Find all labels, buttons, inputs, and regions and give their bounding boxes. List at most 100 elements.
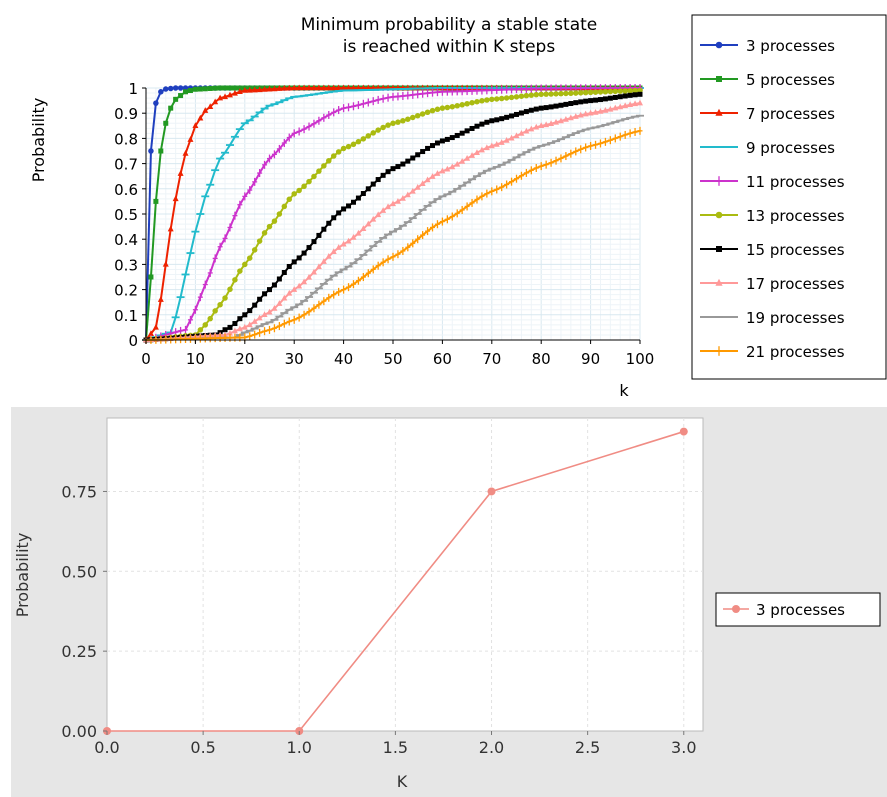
data-point (315, 263, 322, 270)
data-point (375, 177, 381, 183)
data-point (430, 143, 436, 149)
data-point (163, 86, 169, 92)
data-point (715, 211, 723, 219)
data-point (172, 85, 179, 91)
data-point (301, 183, 307, 190)
data-point (360, 225, 367, 232)
data-point (627, 92, 633, 98)
data-point (395, 164, 401, 170)
data-point (568, 90, 574, 97)
data-point (177, 170, 184, 176)
data-point (444, 104, 451, 111)
data-point (296, 255, 302, 261)
data-point (617, 103, 624, 110)
data-point (326, 158, 332, 164)
data-point (578, 99, 584, 105)
y-tick-label: 0.3 (114, 256, 138, 274)
data-point (602, 106, 609, 113)
data-point (261, 311, 268, 318)
data-point (296, 282, 303, 289)
data-point (563, 90, 569, 97)
data-point (597, 97, 603, 103)
data-point (399, 194, 406, 201)
data-point (330, 84, 337, 91)
data-point (558, 102, 564, 108)
data-point (321, 226, 327, 232)
data-point (147, 330, 154, 336)
data-point (325, 253, 332, 259)
data-point (380, 207, 387, 213)
data-point (514, 111, 519, 117)
data-point (281, 84, 288, 91)
data-point (355, 229, 362, 236)
data-point (715, 278, 723, 286)
data-point (173, 96, 179, 102)
data-point (592, 89, 599, 95)
data-point (202, 107, 209, 113)
x-tick-label: 60 (433, 350, 452, 368)
data-point (538, 122, 545, 129)
data-point (227, 286, 233, 293)
data-point (286, 196, 293, 203)
data-point (429, 173, 436, 179)
data-point (454, 160, 461, 167)
data-point (716, 246, 722, 252)
data-point (158, 148, 164, 154)
data-point (320, 258, 327, 264)
data-point (523, 109, 529, 115)
data-point (247, 308, 253, 314)
axes: 0.00 0.25 0.50 0.75 0.0 0.5 1.0 1.5 2.0 2.5 3.0 (61, 482, 696, 757)
data-point (716, 76, 722, 82)
data-point (267, 287, 272, 293)
data-point (241, 87, 248, 93)
data-point (326, 220, 332, 226)
data-point (350, 199, 356, 205)
data-point (153, 100, 159, 106)
data-point (568, 100, 574, 106)
x-tick-label: 10 (186, 350, 205, 368)
data-point (518, 110, 524, 116)
x-axis-label: K (397, 772, 408, 791)
data-point (425, 145, 431, 151)
data-point (493, 140, 500, 147)
data-point (197, 86, 203, 92)
legend-label: 11 processes (746, 173, 845, 191)
data-point (548, 120, 555, 126)
data-point (177, 85, 184, 91)
data-point (207, 315, 213, 322)
data-point (553, 91, 559, 97)
data-point (370, 215, 377, 222)
data-point (266, 85, 273, 92)
data-point (385, 169, 391, 175)
data-point (449, 163, 456, 170)
data-point (232, 277, 238, 283)
data-point (548, 104, 554, 110)
data-point (390, 120, 396, 127)
data-point (414, 184, 421, 190)
data-point (498, 95, 505, 102)
data-point (212, 308, 218, 314)
data-point (212, 98, 219, 105)
data-point (310, 268, 317, 275)
data-point (335, 244, 342, 250)
data-point (474, 123, 480, 129)
data-point (197, 327, 204, 333)
data-point (246, 86, 253, 93)
data-point (582, 110, 589, 117)
data-point (306, 245, 312, 251)
data-point (484, 97, 490, 103)
data-point (271, 85, 278, 92)
data-point (375, 127, 381, 133)
data-point (237, 85, 243, 91)
data-point (469, 152, 476, 158)
data-point (340, 145, 347, 152)
data-point (296, 187, 302, 194)
data-point (518, 93, 525, 99)
y-tick-label: 0.2 (114, 282, 138, 300)
y-tick-label: 0 (128, 332, 138, 350)
data-point (365, 84, 372, 91)
data-point (473, 149, 480, 156)
data-point (148, 274, 154, 280)
data-point (612, 88, 619, 95)
data-point (503, 137, 510, 143)
